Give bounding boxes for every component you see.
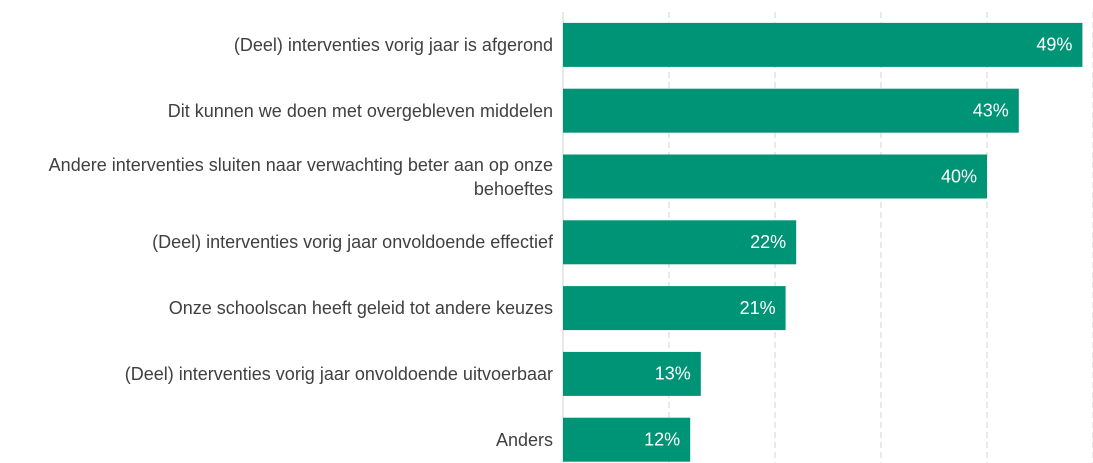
value-label: 12% [644, 429, 680, 449]
category-label: Andere interventies sluiten naar verwach… [48, 154, 553, 199]
category-label: (Deel) interventies vorig jaar onvoldoen… [152, 232, 553, 253]
value-label: 49% [1036, 35, 1072, 55]
value-label: 22% [750, 232, 786, 252]
bar [563, 22, 1083, 67]
category-label: Onze schoolscan heeft geleid tot andere … [168, 298, 553, 319]
bar [563, 417, 691, 462]
category-label: (Deel) interventies vorig jaar is afgero… [233, 34, 553, 55]
bar [563, 88, 1019, 133]
value-label: 40% [941, 166, 977, 186]
category-label: (Deel) interventies vorig jaar onvoldoen… [124, 363, 553, 384]
category-label: Dit kunnen we doen met overgebleven midd… [167, 100, 553, 121]
bar [563, 351, 701, 396]
value-label: 21% [740, 298, 776, 318]
bar [563, 220, 797, 265]
bar [563, 286, 786, 331]
value-label: 13% [655, 364, 691, 384]
bar [563, 154, 987, 199]
value-label: 43% [973, 100, 1009, 120]
category-label: Anders [495, 429, 553, 450]
